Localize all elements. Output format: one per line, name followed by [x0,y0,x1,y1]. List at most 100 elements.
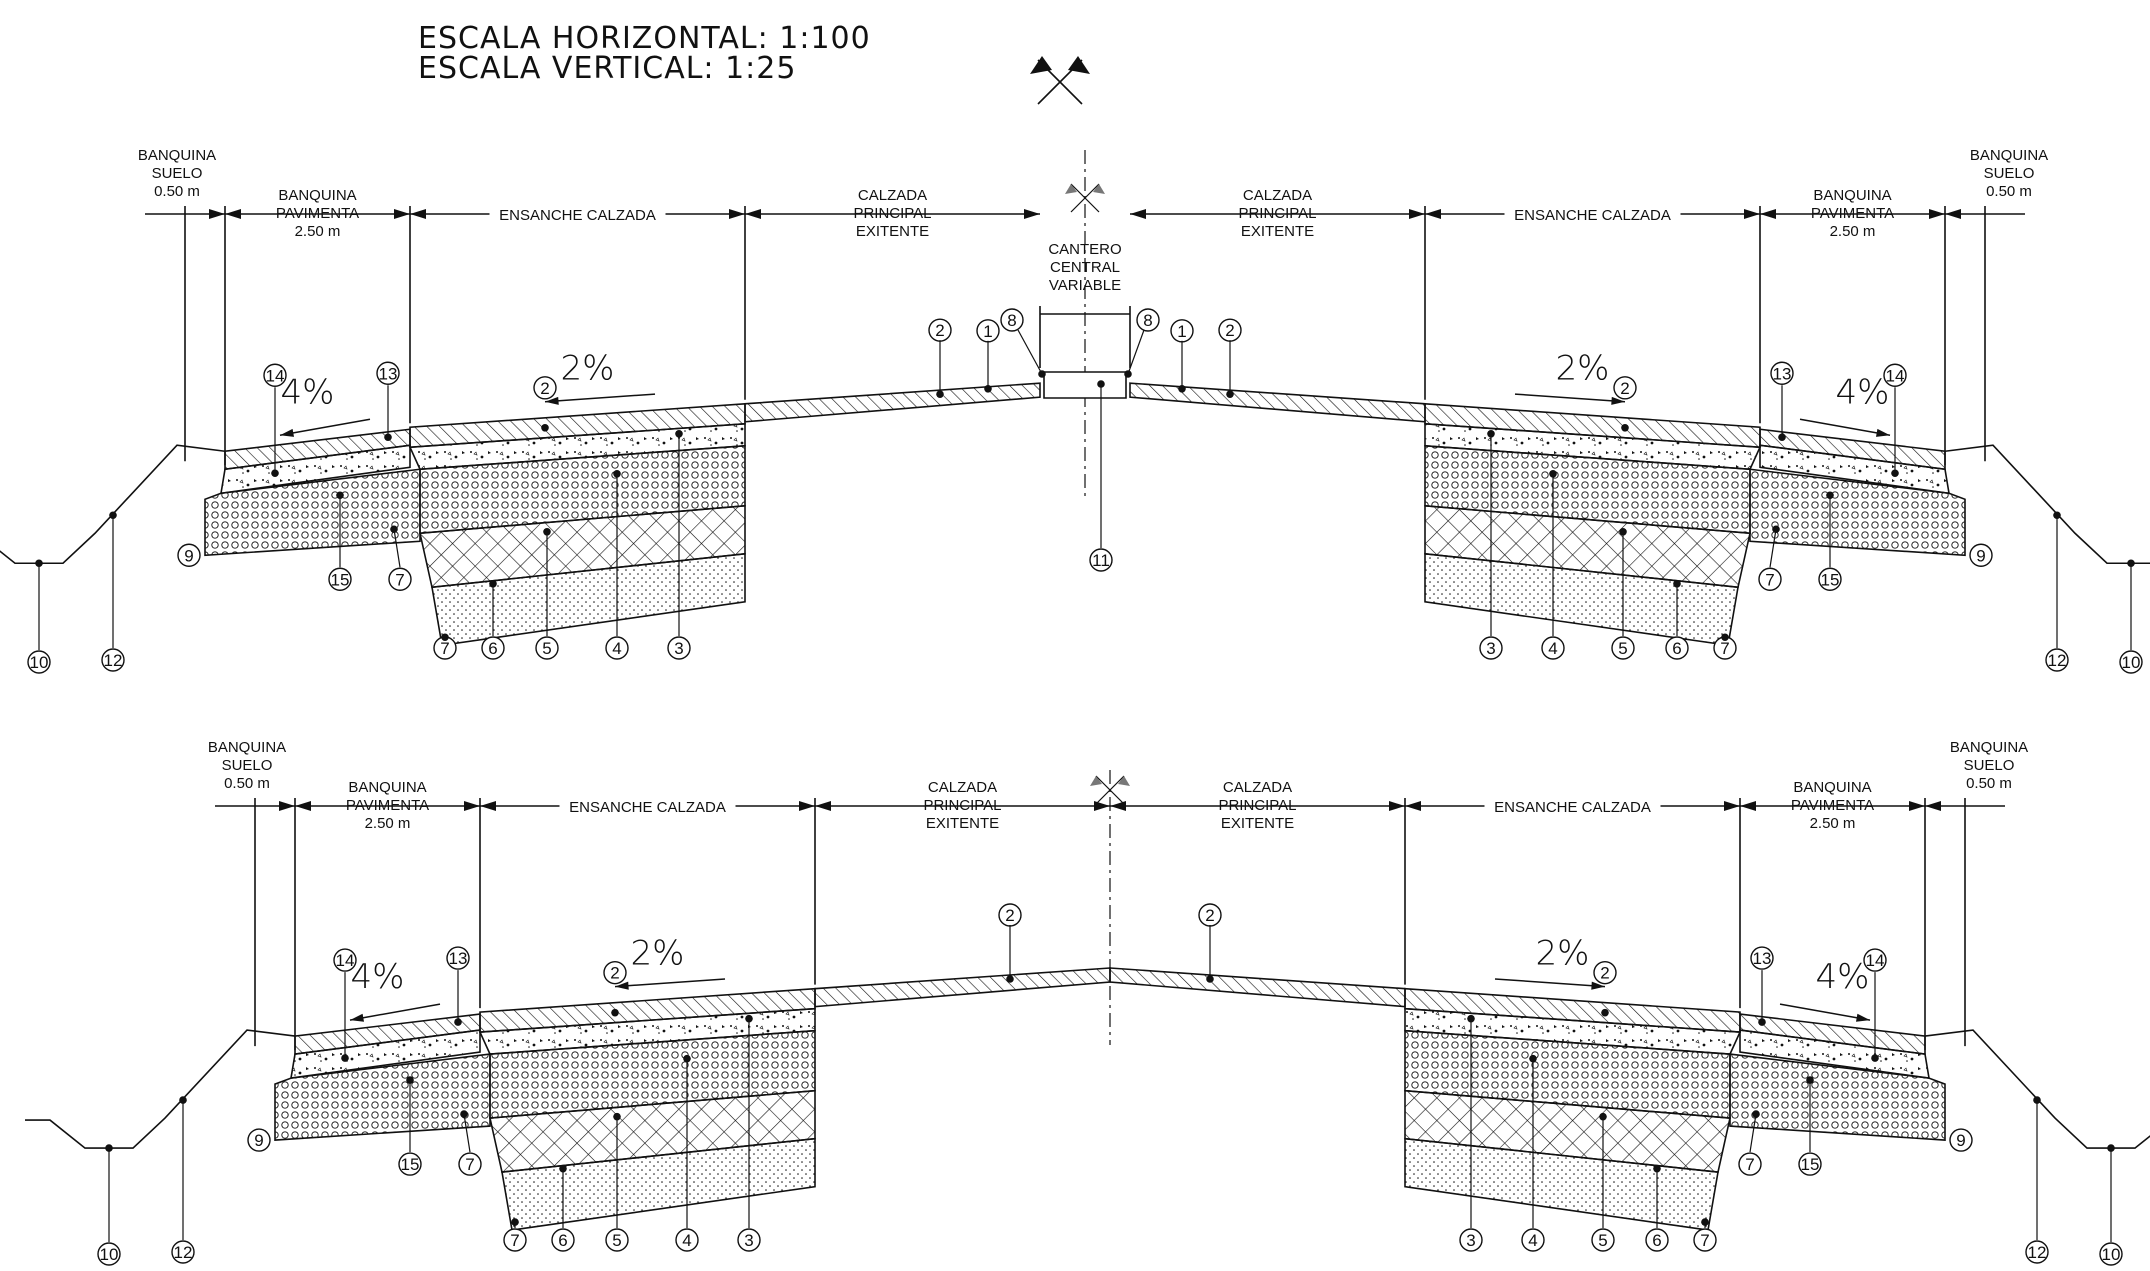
layer-shoulder-granular-15 [274,1053,491,1141]
callout-circle [1665,636,1689,660]
callout-10: 10 [2119,650,2143,674]
callout-number: 13 [1773,364,1792,383]
dim-arrow [745,209,761,219]
leader-dot [541,424,549,432]
dim-arrow [1094,801,1110,811]
centerline-symbol [1030,56,1090,105]
callout-circle [1591,1228,1615,1252]
dim-arrow [225,209,241,219]
callout-circle [1541,636,1565,660]
dim-arrow [1929,209,1945,219]
median-block [1043,371,1127,399]
label-banquina-pavimenta-line: PAVIMENTA [346,797,429,814]
slope-banquina-text: 4% [351,957,405,997]
leader-dot [489,580,497,588]
callout-circle [446,946,470,970]
label-cantero-central-line: VARIABLE [1049,277,1121,294]
callout-number: 2 [935,321,944,340]
label-bg [559,796,736,816]
callout-number: 14 [1866,951,1885,970]
layer-existing-surface [744,382,1041,423]
leader-dot [105,1144,113,1152]
dim-arrow [1024,209,1040,219]
dim-arrow [209,209,225,219]
slope-banquina-arrow [349,1003,441,1022]
label-banquina-pavimenta-line: PAVIMENTA [276,205,359,222]
leader-line [1769,529,1777,568]
leader-dot [613,470,621,478]
leader-dot [1124,370,1132,378]
leader-dot [2033,1096,2041,1104]
label-banquina-pavimenta-line: BANQUINA [1793,779,1871,796]
callout-circle [1136,308,1160,332]
leader-dot [1226,390,1234,398]
leader-dot [1701,1218,1709,1226]
label-banquina-pavimenta-line: BANQUINA [278,187,356,204]
callout-number: 2 [610,964,619,983]
dim-arrow [1909,801,1925,811]
slope-banquina-text: 4% [1816,957,1870,997]
callout-2: 2 [1198,903,1222,927]
callout-number: 9 [1976,546,1985,565]
leader-dot [1758,1018,1766,1026]
label-banquina-pavimenta-line: 2.50 m [1830,223,1876,240]
callout-5: 5 [1591,1228,1615,1252]
callout-number: 5 [1598,1231,1607,1250]
callout-13: 13 [1750,946,1774,970]
callout-number: 7 [395,570,404,589]
callout-circle [1758,567,1782,591]
callout-number: 14 [1886,366,1905,385]
callout-number: 12 [174,1243,193,1262]
leader-dot [1778,433,1786,442]
label-bg [1504,204,1681,224]
callout-6: 6 [481,636,505,660]
callout-2: 2 [1593,960,1617,985]
callout-number: 10 [100,1245,119,1264]
label-banquina-suelo-line: SUELO [1964,757,2015,774]
callout-circle [1883,363,1907,387]
dim-arrow [815,801,831,811]
callout-number: 3 [744,1231,753,1250]
dim-arrow [464,801,480,811]
centre-axis-symbol [1090,775,1130,805]
callout-7: 7 [1693,1228,1717,1252]
callout-2: 2 [1218,318,1242,342]
callout-number: 2 [1600,964,1609,983]
label-banquina-suelo-line: SUELO [152,165,203,182]
callout-2: 2 [533,376,557,400]
leader-dot [1206,975,1214,983]
label-calzada-principal-line: PRINCIPAL [923,797,1001,814]
leader-line [1017,329,1043,375]
callout-3: 3 [1479,636,1503,660]
dim-arrow [480,801,496,811]
layer-existing-surface [1109,967,1406,1008]
leader-dot [179,1096,187,1104]
callout-circle [2099,1242,2123,1266]
callout-13: 13 [376,361,400,385]
leader-dot [1653,1164,1661,1173]
callout-14: 14 [263,363,287,387]
callout-6: 6 [1645,1228,1669,1252]
callout-number: 12 [104,651,123,670]
callout-11: 11 [1089,548,1113,572]
leader-dot [1599,1112,1607,1121]
callout-number: 7 [1700,1231,1709,1250]
slope-banquina-text: 4% [281,372,335,412]
label-calzada-principal-line: EXITENTE [926,815,999,832]
leader-dot [1621,424,1629,432]
callout-9: 9 [177,543,201,567]
callout-4: 4 [675,1228,699,1252]
callout-number: 7 [1765,570,1774,589]
callout-number: 3 [1486,639,1495,658]
callout-number: 2 [1205,906,1214,925]
label-ensanche-calzada: ENSANCHE CALZADA [499,207,656,224]
callout-number: 1 [1177,322,1186,341]
label-banquina-pavimenta-line: 2.50 m [1810,815,1856,832]
callout-number: 7 [1720,639,1729,658]
label-calzada-principal-line: PRINCIPAL [1218,797,1296,814]
label-cantero-central-line: CENTRAL [1050,259,1120,276]
